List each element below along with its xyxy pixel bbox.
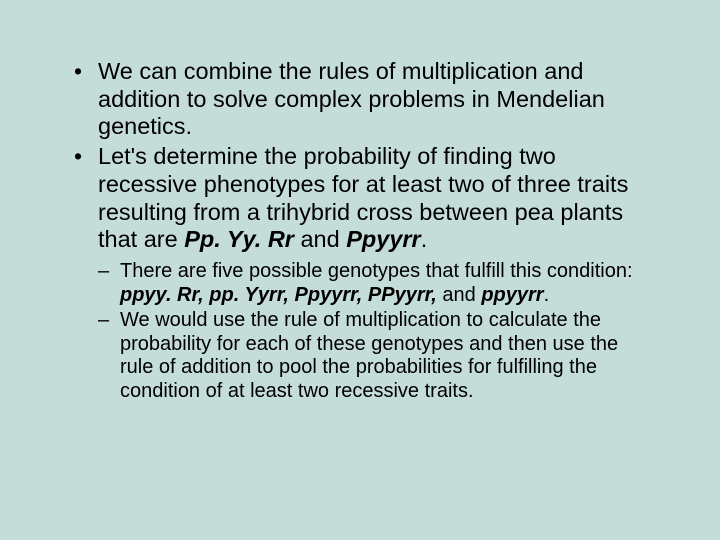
sub-bullet-item: There are five possible genotypes that f… (66, 260, 654, 307)
sub-text-prefix: There are five possible genotypes that f… (120, 260, 633, 282)
bullet-item: Let's determine the probability of findi… (66, 143, 654, 254)
bullet-text-suffix: . (421, 226, 428, 252)
sub-bullet-item: We would use the rule of multiplication … (66, 309, 654, 403)
bullet-item: We can combine the rules of multiplicati… (66, 58, 654, 141)
genotype-1: Pp. Yy. Rr (184, 226, 294, 252)
sub-text: We would use the rule of multiplication … (120, 309, 618, 402)
sub-bullet-list: There are five possible genotypes that f… (66, 260, 654, 404)
sub-text-suffix: . (544, 284, 550, 306)
main-bullet-list: We can combine the rules of multiplicati… (66, 58, 654, 254)
sub-text-mid: and (437, 284, 481, 306)
genotype-list-1: ppyy. Rr, pp. Yyrr, Ppyyrr, PPyyrr, (120, 284, 437, 306)
genotype-2: Ppyyrr (346, 226, 420, 252)
genotype-list-2: ppyyrr (481, 284, 543, 306)
bullet-text-mid: and (294, 226, 346, 252)
bullet-text: We can combine the rules of multiplicati… (98, 58, 605, 139)
